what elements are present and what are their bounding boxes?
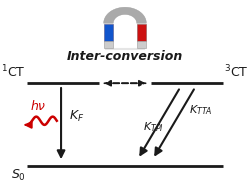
Text: $K_{TPI}$: $K_{TPI}$ <box>143 120 164 134</box>
Text: $S_0$: $S_0$ <box>11 168 26 183</box>
Text: $K_{TTA}$: $K_{TTA}$ <box>189 104 212 117</box>
Text: Inter-conversion: Inter-conversion <box>67 50 183 64</box>
Polygon shape <box>104 7 146 23</box>
FancyBboxPatch shape <box>104 41 113 48</box>
Text: hν: hν <box>30 100 45 113</box>
Text: $^1$CT: $^1$CT <box>1 64 26 81</box>
FancyBboxPatch shape <box>137 41 146 48</box>
Text: $K_F$: $K_F$ <box>68 108 84 124</box>
Text: $^3$CT: $^3$CT <box>224 64 249 81</box>
FancyBboxPatch shape <box>137 24 146 41</box>
FancyBboxPatch shape <box>104 24 113 41</box>
